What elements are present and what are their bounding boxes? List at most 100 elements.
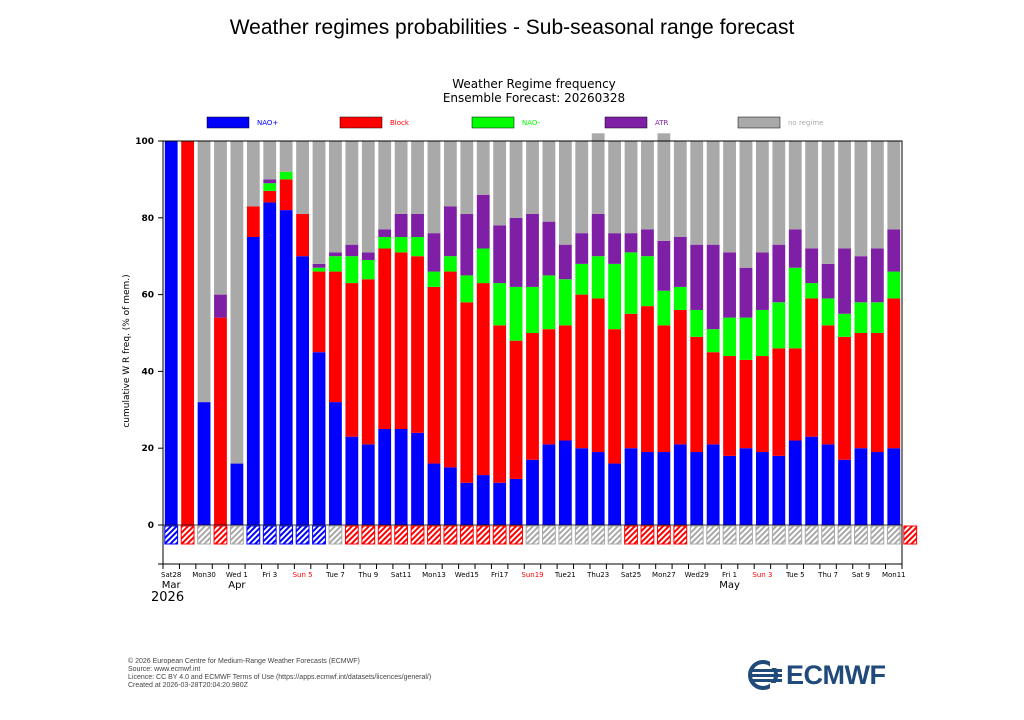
dominant-regime-cell — [361, 525, 376, 545]
bar-segment-no-regime — [657, 133, 671, 241]
bar-segment-nao- — [443, 256, 457, 272]
bar-segment-nao- — [706, 329, 720, 353]
dominant-regime-cell — [788, 525, 803, 545]
bar-segment-block — [181, 141, 195, 525]
legend-label: ATR — [655, 119, 669, 127]
bar-segment-block — [246, 206, 260, 237]
bar-segment-no-regime — [230, 141, 244, 464]
bars-group — [164, 133, 901, 525]
bar-segment-atr — [329, 252, 342, 257]
bar-segment-nao- — [197, 402, 211, 525]
bar-segment-nao- — [723, 455, 736, 525]
x-tick-label: Sat 9 — [852, 571, 870, 579]
dominant-regime-cell — [295, 525, 310, 545]
bar-segment-nao- — [443, 467, 457, 525]
bar-segment-nao- — [246, 237, 260, 525]
bar-segment-no-regime — [296, 141, 309, 214]
bar-segment-nao- — [657, 290, 671, 326]
bar-segment-no-regime — [443, 141, 457, 207]
dominant-regime-cell — [574, 525, 589, 545]
bar-segment-nao- — [345, 256, 359, 284]
dominant-regime-cell — [870, 525, 885, 545]
footer-line: Licence: CC BY 4.0 and ECMWF Terms of Us… — [128, 674, 432, 681]
legend-swatch — [604, 116, 648, 129]
bar-segment-no-regime — [690, 141, 704, 245]
bar-segment-nao- — [805, 283, 819, 299]
bar-segment-no-regime — [509, 141, 523, 218]
bar-segment-atr — [756, 252, 769, 310]
bar-segment-no-regime — [772, 141, 786, 245]
bar-segment-nao- — [329, 256, 342, 272]
bar-segment-no-regime — [214, 141, 227, 295]
bar-segment-nao- — [788, 440, 802, 525]
x-tick-label: Fri 1 — [722, 571, 737, 579]
legend-label: NAO+ — [257, 119, 278, 127]
bar-segment-nao- — [460, 275, 474, 303]
footer-line: Source: www.ecmwf.int — [128, 666, 201, 673]
bar-segment-atr — [870, 248, 884, 303]
bar-segment-block — [723, 356, 736, 456]
bar-segment-nao- — [706, 444, 720, 525]
bar-segment-no-regime — [641, 141, 654, 230]
x-tick-label: Sat11 — [391, 571, 411, 579]
bar-segment-block — [526, 333, 539, 460]
bar-segment-nao- — [476, 248, 490, 284]
bar-segment-atr — [821, 263, 835, 299]
bar-segment-nao- — [526, 459, 539, 525]
bar-segment-nao- — [263, 202, 277, 525]
month-label: Mar — [162, 580, 182, 591]
bar-segment-nao- — [279, 171, 293, 180]
x-tick-label: Sun 3 — [752, 571, 772, 579]
bar-segment-nao- — [624, 448, 638, 525]
bar-segment-no-regime — [427, 141, 441, 234]
ecmwf-logo-text: ECMWF — [786, 660, 886, 690]
dominant-regime-cell — [213, 525, 228, 545]
x-tick-label: Thu 7 — [817, 571, 838, 579]
bar-segment-nao- — [641, 452, 654, 525]
dominant-regime-cell — [854, 525, 868, 545]
footer-line: © 2026 European Centre for Medium-Range … — [128, 658, 360, 665]
dominant-regime-cell — [624, 525, 638, 545]
bar-segment-nao- — [526, 286, 539, 333]
bar-segment-block — [214, 317, 227, 525]
dominant-regime-cell — [443, 525, 458, 545]
dominant-regime-cell — [837, 525, 852, 545]
bar-segment-block — [854, 333, 868, 449]
bar-segment-nao- — [673, 444, 687, 525]
x-tick-label: Tue21 — [554, 571, 576, 579]
y-tick-label: 60 — [141, 291, 154, 301]
x-tick-label: Mon11 — [882, 571, 906, 579]
bar-segment-no-regime — [279, 141, 293, 172]
footer-credits: © 2026 European Centre for Medium-Range … — [128, 658, 431, 690]
bar-segment-no-regime — [263, 141, 277, 180]
bar-segment-no-regime — [756, 141, 769, 253]
bar-segment-block — [591, 298, 605, 453]
bar-segment-no-regime — [591, 133, 605, 214]
bar-segment-nao- — [821, 444, 835, 525]
dominant-regime-cell — [377, 525, 392, 545]
bar-segment-block — [558, 325, 572, 441]
dominant-regime-cell — [164, 525, 179, 545]
bar-segment-atr — [493, 225, 507, 284]
bar-segment-block — [279, 179, 293, 211]
dominant-regime-cell — [246, 525, 261, 545]
bar-segment-nao- — [509, 286, 523, 341]
bar-segment-atr — [460, 213, 474, 276]
bar-segment-block — [673, 309, 687, 445]
month-label: May — [719, 580, 740, 591]
bar-segment-nao- — [739, 317, 753, 360]
bar-segment-nao- — [838, 459, 851, 525]
bar-segment-nao- — [394, 237, 408, 253]
bar-segment-no-regime — [345, 141, 359, 245]
bar-segment-nao- — [427, 463, 441, 525]
bar-segment-block — [887, 298, 901, 449]
bar-segment-atr — [673, 237, 687, 287]
bar-segment-no-regime — [838, 141, 851, 249]
bar-segment-no-regime — [673, 141, 687, 237]
dominant-regime-cell — [476, 525, 491, 545]
bar-segment-nao- — [673, 286, 687, 310]
bar-segment-block — [476, 283, 490, 476]
dominant-regime-cell — [903, 525, 918, 545]
legend-label: no regime — [788, 119, 824, 127]
y-tick-label: 100 — [135, 137, 154, 147]
